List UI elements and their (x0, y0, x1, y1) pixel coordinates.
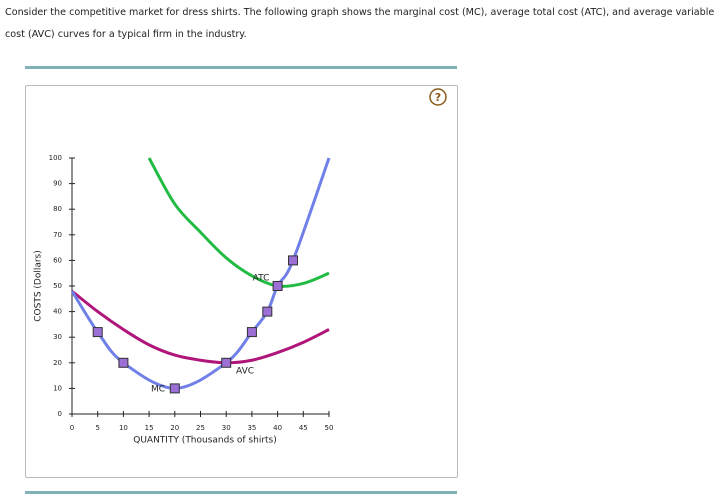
y-tick-label: 80 (53, 205, 62, 213)
x-tick-label: 35 (247, 424, 256, 432)
x-axis-label: QUANTITY (Thousands of shirts) (133, 436, 277, 446)
x-tick-label: 45 (299, 424, 308, 432)
x-tick-label: 25 (196, 424, 205, 432)
point-marker (221, 357, 232, 368)
y-axis-label: COSTS (Dollars) (34, 250, 44, 322)
graph-panel (25, 85, 458, 478)
point-marker (92, 327, 103, 338)
x-tick-label: 15 (145, 424, 154, 432)
point-marker (246, 327, 257, 338)
point-marker (118, 357, 129, 368)
y-tick-label: 50 (53, 282, 62, 290)
divider (25, 66, 457, 69)
y-tick-label: 70 (53, 231, 62, 239)
curve-atc (147, 157, 330, 288)
x-tick-label: 5 (95, 424, 99, 432)
x-tick-label: 10 (119, 424, 128, 432)
point-marker (272, 281, 283, 291)
y-tick-label: 30 (53, 333, 62, 341)
divider (25, 491, 457, 494)
y-tick-label: 60 (53, 256, 62, 264)
y-tick-label: 90 (53, 180, 62, 188)
x-tick-label: 30 (222, 424, 231, 432)
prompt: Consider the competitive market for dres… (5, 7, 715, 40)
curve-avc (71, 289, 330, 365)
y-tick-label: 100 (49, 154, 62, 162)
y-tick-label: 40 (53, 308, 62, 316)
x-tick-label: 40 (273, 424, 282, 432)
point-marker (262, 306, 273, 317)
y-tick-label: 0 (58, 410, 62, 418)
point-marker (288, 255, 299, 266)
curve-label: MC (151, 385, 165, 395)
curve-label: ATC (253, 274, 270, 284)
x-tick-label: 0 (70, 424, 74, 432)
help-text[interactable]: ? (435, 91, 441, 104)
y-tick-label: 20 (53, 359, 62, 367)
x-tick-label: 20 (170, 424, 179, 432)
curve-label: AVC (236, 367, 254, 377)
y-tick-label: 10 (53, 384, 62, 392)
curve-mc (70, 157, 331, 390)
help-icon[interactable] (429, 88, 447, 106)
point-marker (169, 383, 180, 394)
x-tick-label: 50 (325, 424, 334, 432)
